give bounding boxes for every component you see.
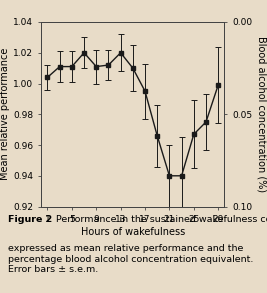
Y-axis label: Blood alcohol concentration (%): Blood alcohol concentration (%) (257, 36, 267, 192)
Text: expressed as mean relative performance and the
percentage blood alcohol concentr: expressed as mean relative performance a… (8, 244, 253, 274)
X-axis label: Hours of wakefulness: Hours of wakefulness (81, 227, 185, 237)
Y-axis label: Mean relative performance: Mean relative performance (0, 48, 10, 180)
Text: Figure 2: Figure 2 (8, 215, 52, 224)
Text: Performance in the sustained wakefulness condition: Performance in the sustained wakefulness… (56, 215, 267, 224)
